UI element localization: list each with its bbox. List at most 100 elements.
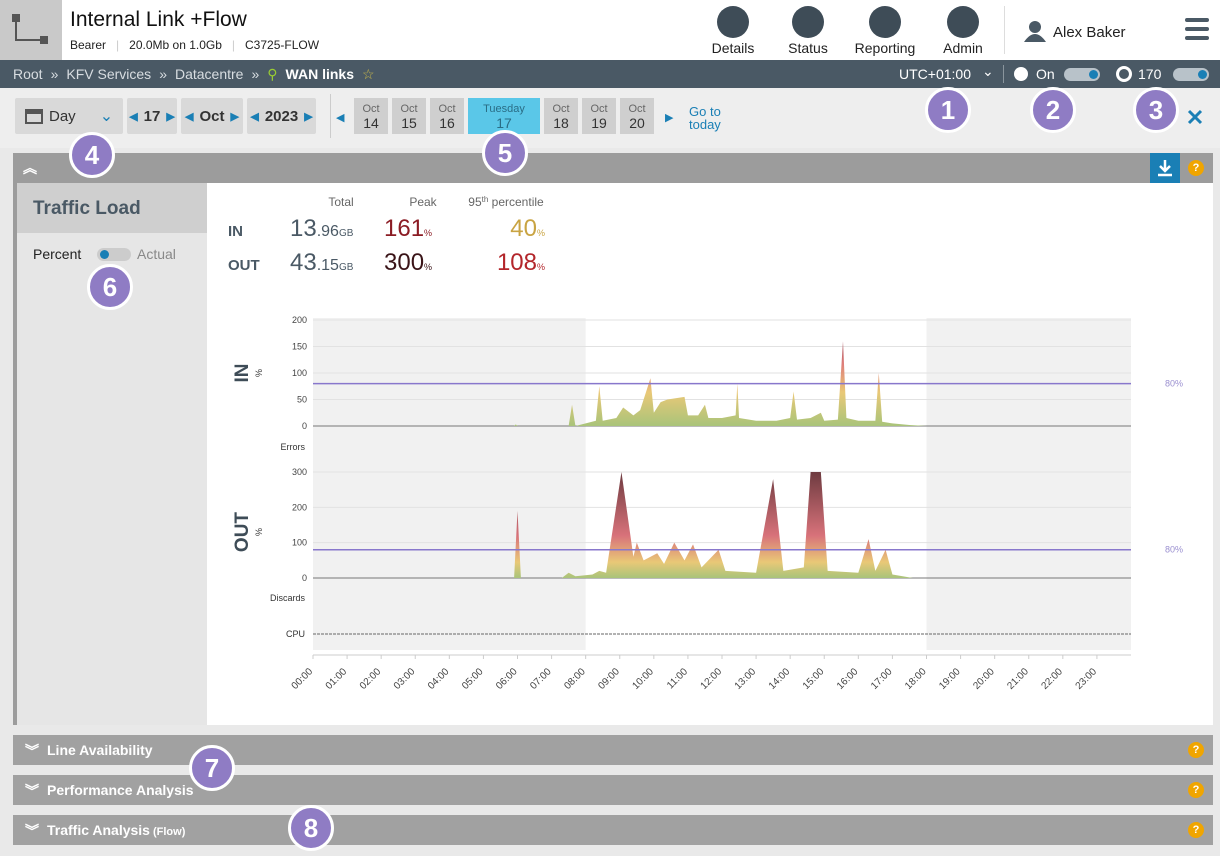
business-hours-bg: [585, 318, 927, 650]
p95-number: 95: [468, 195, 482, 209]
day-month: Oct: [438, 103, 456, 115]
peak-value: 161: [384, 215, 424, 242]
total-unit: GB: [339, 262, 354, 273]
day-number: 18: [553, 115, 569, 131]
callout: 1: [925, 87, 971, 133]
crumb[interactable]: Root: [13, 66, 43, 82]
meta-item: 20.0Mb on 1.0Gb: [129, 38, 222, 52]
day-button[interactable]: Oct 19: [582, 98, 616, 134]
day-select[interactable]: ◀ 17 ▶: [127, 98, 177, 134]
crumb[interactable]: Datacentre: [174, 66, 244, 82]
day-button[interactable]: Oct 18: [544, 98, 578, 134]
chevron: ︾: [25, 783, 39, 799]
threshold-label: 80%: [1165, 545, 1183, 555]
meta-item: C3725-FLOW: [245, 38, 320, 52]
year-select[interactable]: ◀ 2023 ▶: [247, 98, 316, 134]
link-icon: [0, 0, 62, 60]
callout: 2: [1030, 87, 1076, 133]
section-title-text: Performance Analysis: [47, 782, 194, 798]
help-icon[interactable]: ?: [1188, 822, 1204, 838]
timezone[interactable]: UTC+01:00: [899, 66, 971, 82]
download-button[interactable]: [1150, 153, 1180, 183]
day-button[interactable]: Oct 16: [430, 98, 464, 134]
traffic-load-header[interactable]: ︽ ?: [13, 153, 1213, 183]
y-tick-label: 150: [292, 342, 307, 352]
breadcrumb: Root» KFV Services» Datacentre» ⚲ WAN lin…: [13, 66, 375, 82]
unit-toggle[interactable]: [97, 248, 131, 261]
section-title-text: Line Availability: [47, 742, 153, 758]
p95-value: 40: [510, 215, 537, 242]
p95: 40%: [510, 215, 545, 242]
day-button[interactable]: Oct 15: [392, 98, 426, 134]
peak-value: 300: [384, 249, 424, 276]
nav-icon[interactable]: [792, 6, 824, 38]
nav-label[interactable]: Status: [788, 40, 828, 56]
meta: Bearer | 20.0Mb on 1.0Gb | C3725-FLOW: [70, 38, 320, 52]
section-title-text: Traffic Analysis: [47, 822, 150, 838]
user-name[interactable]: Alex Baker: [1053, 24, 1126, 41]
total-int: 13: [290, 215, 317, 242]
period-select[interactable]: Day ⌄: [15, 98, 123, 134]
refresh-toggle[interactable]: [1064, 68, 1100, 81]
help-icon[interactable]: ?: [1188, 742, 1204, 758]
y-tick-label: 100: [292, 368, 307, 378]
callout: 6: [87, 264, 133, 310]
day-month: Oct: [362, 103, 380, 115]
nav-icon[interactable]: [869, 6, 901, 38]
nav-label[interactable]: Admin: [943, 40, 983, 56]
user-icon[interactable]: [1024, 20, 1046, 42]
day-button[interactable]: Oct 14: [354, 98, 388, 134]
chevron: ︾: [25, 743, 39, 759]
selected-day[interactable]: Tuesday 17: [468, 98, 540, 134]
axis-label: OUT: [232, 512, 253, 553]
p95: 108%: [497, 249, 545, 276]
help-icon[interactable]: ?: [1188, 782, 1204, 798]
weekday: Tuesday: [483, 103, 525, 115]
callout: 8: [288, 805, 334, 851]
section-title: Line Availability: [47, 742, 153, 758]
day-number: 19: [591, 115, 607, 131]
day-button[interactable]: Oct 20: [620, 98, 654, 134]
callout: 7: [189, 745, 235, 791]
close-button[interactable]: [1186, 108, 1204, 126]
count: 170: [1138, 66, 1162, 82]
title: Internal Link +Flow: [70, 8, 247, 31]
day-month: Oct: [552, 103, 570, 115]
month-select[interactable]: ◀ Oct ▶: [181, 98, 243, 134]
period: Day: [49, 107, 76, 125]
y-tick-label: 0: [302, 573, 307, 583]
day: 17: [143, 107, 161, 125]
callout: 4: [69, 132, 115, 178]
nav-icon[interactable]: [947, 6, 979, 38]
nav-label[interactable]: Details: [711, 40, 755, 56]
section-title: Traffic Analysis (Flow): [47, 822, 185, 838]
row-label: Errors: [281, 442, 306, 452]
day-number: 15: [401, 115, 417, 131]
crumb[interactable]: KFV Services: [66, 66, 152, 82]
go-to-today[interactable]: Go to today: [689, 104, 721, 132]
toggle-right: Actual: [137, 246, 176, 262]
p95-text: percentile: [488, 195, 544, 209]
day-number: 16: [439, 115, 455, 131]
header: Internal Link +Flow Bearer | 20.0Mb on 1.…: [0, 0, 1220, 60]
total: 43.15GB: [290, 249, 354, 276]
count-toggle[interactable]: [1173, 68, 1209, 81]
p95-unit: %: [537, 228, 545, 238]
total-int: 43: [290, 249, 317, 276]
total: 13.96GB: [290, 215, 354, 242]
row-label: Discards: [270, 593, 306, 603]
toggle-left: Percent: [33, 246, 82, 262]
row-label: OUT: [228, 257, 260, 274]
day-month: Oct: [590, 103, 608, 115]
peak: 300%: [384, 249, 432, 276]
day-month: Oct: [400, 103, 418, 115]
row-label: CPU: [286, 629, 305, 639]
panel-title: Traffic Load: [17, 183, 207, 233]
nav-label[interactable]: Reporting: [854, 40, 916, 56]
section-header[interactable]: ︾ Traffic Analysis (Flow)?: [13, 815, 1213, 845]
meta-item: Bearer: [70, 38, 107, 52]
help-icon[interactable]: ?: [1188, 160, 1204, 176]
year: 2023: [264, 107, 299, 125]
menu-button[interactable]: [1185, 16, 1211, 42]
nav-icon[interactable]: [717, 6, 749, 38]
